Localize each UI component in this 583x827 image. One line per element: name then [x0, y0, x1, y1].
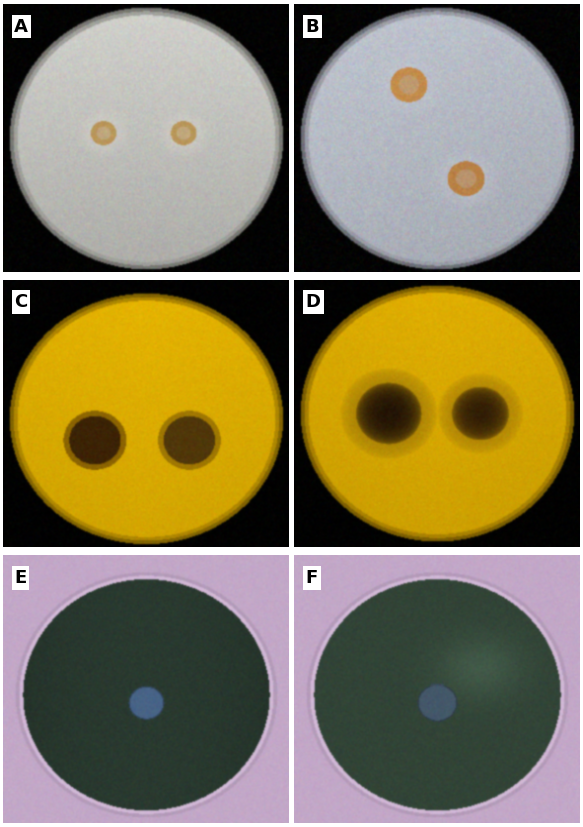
Text: D: D	[306, 294, 321, 311]
Text: B: B	[306, 17, 319, 36]
Text: E: E	[15, 569, 27, 587]
Text: F: F	[306, 569, 318, 587]
Text: C: C	[15, 294, 27, 311]
Text: A: A	[15, 17, 28, 36]
